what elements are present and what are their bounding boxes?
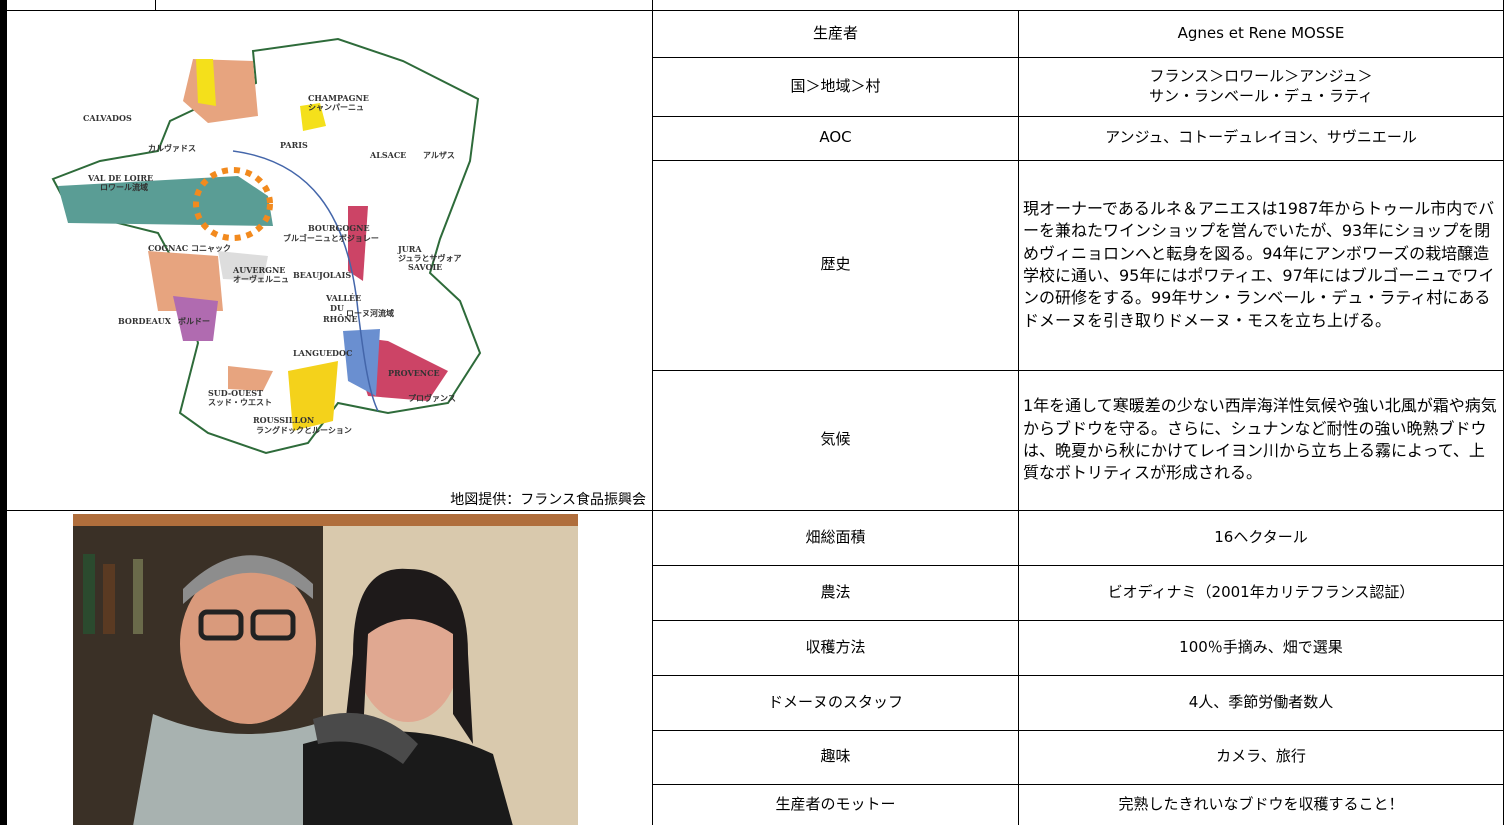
row-label: 収穫方法 — [805, 637, 866, 656]
region — [58, 176, 273, 226]
map-label: DU — [330, 303, 344, 313]
map-label: VAL DE LOIRE — [87, 173, 153, 183]
map-label: BEAUJOLAIS — [293, 270, 351, 280]
col-rule — [1018, 10, 1019, 825]
row-rule — [653, 57, 1504, 58]
row-rule — [653, 675, 1504, 676]
region — [300, 103, 326, 131]
row-value: 4人、季節労働者数人 — [1188, 692, 1334, 711]
highlight-circle — [193, 167, 273, 241]
row-value: Agnes et Rene MOSSE — [1177, 23, 1345, 42]
map-label: BORDEAUX — [118, 316, 172, 326]
map-label: ALSACE — [369, 150, 406, 160]
row-rule — [653, 370, 1504, 371]
map-label: RHÔNE — [323, 314, 358, 324]
row-value: ビオディナミ（2001年カリテフランス認証） — [1107, 582, 1415, 601]
map-label: AUVERGNE — [232, 265, 285, 275]
map-label: スッド・ウエスト — [208, 397, 272, 407]
row-label: 畑総面積 — [805, 527, 866, 546]
map-label: CALVADOS — [83, 113, 132, 123]
map-label: コニャック — [191, 243, 231, 253]
row-rule — [653, 784, 1504, 785]
map-caption: 地図提供：フランス食品振興会 — [450, 492, 646, 508]
row-rule — [653, 116, 1504, 117]
row-rule — [653, 565, 1504, 566]
producer-photo — [73, 514, 578, 825]
row-label: 趣味 — [820, 747, 851, 766]
row-label: 気候 — [820, 430, 851, 449]
row-value: 100％手摘み、畑で選果 — [1179, 637, 1343, 656]
row-label: AOC — [819, 128, 852, 147]
row-rule — [653, 620, 1504, 621]
row-value: カメラ、旅行 — [1216, 747, 1306, 766]
row-label: 国＞地域＞村 — [790, 76, 881, 95]
col-rule — [652, 0, 653, 825]
map-label: シャンパーニュ — [308, 102, 364, 112]
region — [348, 206, 368, 281]
map-label: LANGUEDOC — [293, 348, 352, 358]
row-value: 完熟したきれいなブドウを収穫すること！ — [1118, 794, 1404, 813]
map-label: PARIS — [280, 140, 308, 150]
row-label: 歴史 — [820, 255, 851, 274]
map-label: BOURGOGNE — [308, 223, 370, 233]
row-rule — [653, 730, 1504, 731]
region — [173, 296, 218, 341]
region — [288, 361, 338, 431]
map-label: ジュラとサヴォア — [398, 253, 461, 263]
map-label: ローヌ河流域 — [346, 308, 394, 318]
row-value: 16ヘクタール — [1214, 527, 1308, 546]
map-label: カルヴァドス — [148, 143, 196, 153]
map-label: プロヴァンス — [408, 393, 456, 403]
map-label: COGNAC — [148, 243, 188, 253]
row-value: 1年を通して寒暖差の少ない西岸海洋性気候や強い北風が霜や病気からブドウを守る。さ… — [1023, 396, 1497, 483]
map-label: ボルドー — [178, 316, 210, 326]
row-label: 生産者 — [812, 23, 858, 42]
map-label: アルザス — [423, 150, 455, 160]
region — [228, 366, 273, 391]
row-value: フランス＞ロワール＞アンジュ＞ サン・ランベール・デュ・ラティ — [1148, 67, 1374, 105]
row-label: ドメーヌのスタッフ — [767, 692, 903, 711]
map-label: VALLÉE — [325, 293, 361, 303]
map-label: ROUSSILLON — [253, 415, 314, 425]
region — [196, 59, 216, 106]
map-label: JURA — [397, 244, 422, 254]
map-label: ラングドックとルーション — [256, 425, 352, 435]
river — [232, 150, 379, 412]
top-rule — [0, 10, 1504, 11]
region — [343, 329, 380, 396]
map-label: CHAMPAGNE — [308, 93, 369, 103]
map-label: ロワール流域 — [100, 182, 148, 192]
region — [148, 251, 223, 311]
map-label: PROVENCE — [388, 368, 440, 378]
row-value: アンジュ、コトーデュレイヨン、サヴニエール — [1105, 128, 1417, 147]
row-label: 生産者のモットー — [775, 794, 896, 813]
row-value: 現オーナーであるルネ＆アニエスは1987年からトゥール市内でバーを兼ねたワインシ… — [1023, 198, 1495, 330]
map-label: ブルゴーニュとボジョレー — [283, 233, 379, 243]
map-label: SAVOIE — [408, 262, 442, 272]
top-divider — [155, 0, 156, 10]
map-label: SUD-OUEST — [208, 388, 263, 398]
map-label: オーヴェルニュ — [233, 274, 289, 284]
row-rule — [653, 510, 1504, 511]
region — [218, 251, 268, 281]
row-label: 農法 — [820, 582, 851, 601]
outer-border — [0, 0, 7, 825]
row-rule — [653, 160, 1504, 161]
